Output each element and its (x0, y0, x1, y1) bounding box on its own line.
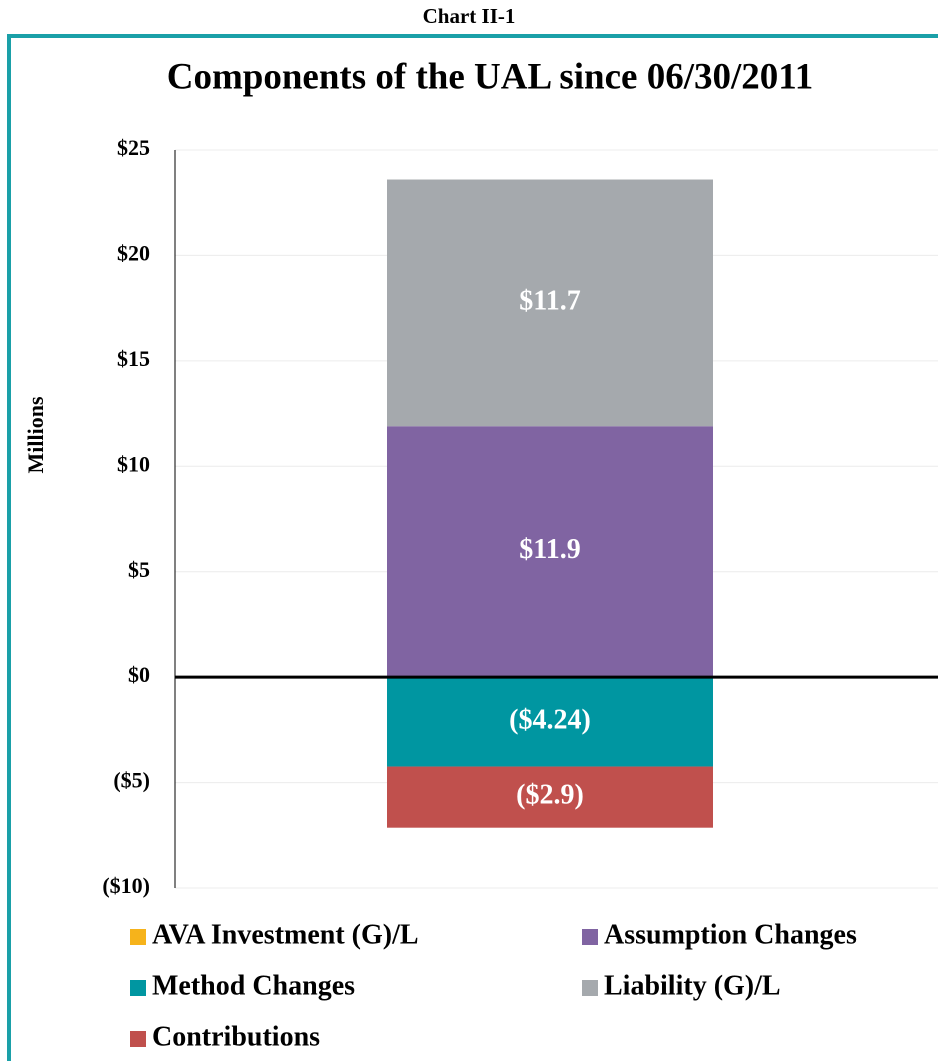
chart-header: Chart II-1 (423, 4, 516, 28)
bar-segment (387, 677, 713, 767)
bar-segment (387, 766, 713, 828)
legend-label: AVA Investment (G)/L (152, 919, 419, 950)
legend-swatch (130, 980, 146, 996)
chart-title: Components of the UAL since 06/30/2011 (167, 56, 814, 97)
y-tick-label: $15 (117, 346, 150, 371)
y-tick-label: $0 (128, 662, 150, 687)
data-label: ($2.9) (516, 780, 584, 811)
y-axis-label: Millions (23, 396, 48, 473)
legend-label: Contributions (152, 1021, 320, 1052)
data-label: $11.9 (519, 534, 580, 565)
legend-swatch (582, 929, 598, 945)
bar-segment (387, 179, 713, 427)
legend-label: Liability (G)/L (604, 970, 781, 1001)
legend-swatch (130, 929, 146, 945)
legend-label: Assumption Changes (604, 919, 857, 950)
y-tick-label: $10 (117, 451, 150, 476)
data-label: ($4.24) (509, 704, 591, 735)
bar-segment (387, 426, 713, 678)
y-tick-label: ($10) (102, 873, 150, 898)
data-label: $11.7 (519, 285, 580, 316)
y-tick-label: $25 (117, 135, 150, 160)
y-tick-label: $20 (117, 240, 150, 265)
legend-swatch (130, 1031, 146, 1047)
y-tick-label: $5 (128, 557, 150, 582)
y-tick-label: ($5) (113, 768, 150, 793)
legend-label: Method Changes (152, 970, 355, 1001)
legend-swatch (582, 980, 598, 996)
frame (7, 34, 938, 1061)
